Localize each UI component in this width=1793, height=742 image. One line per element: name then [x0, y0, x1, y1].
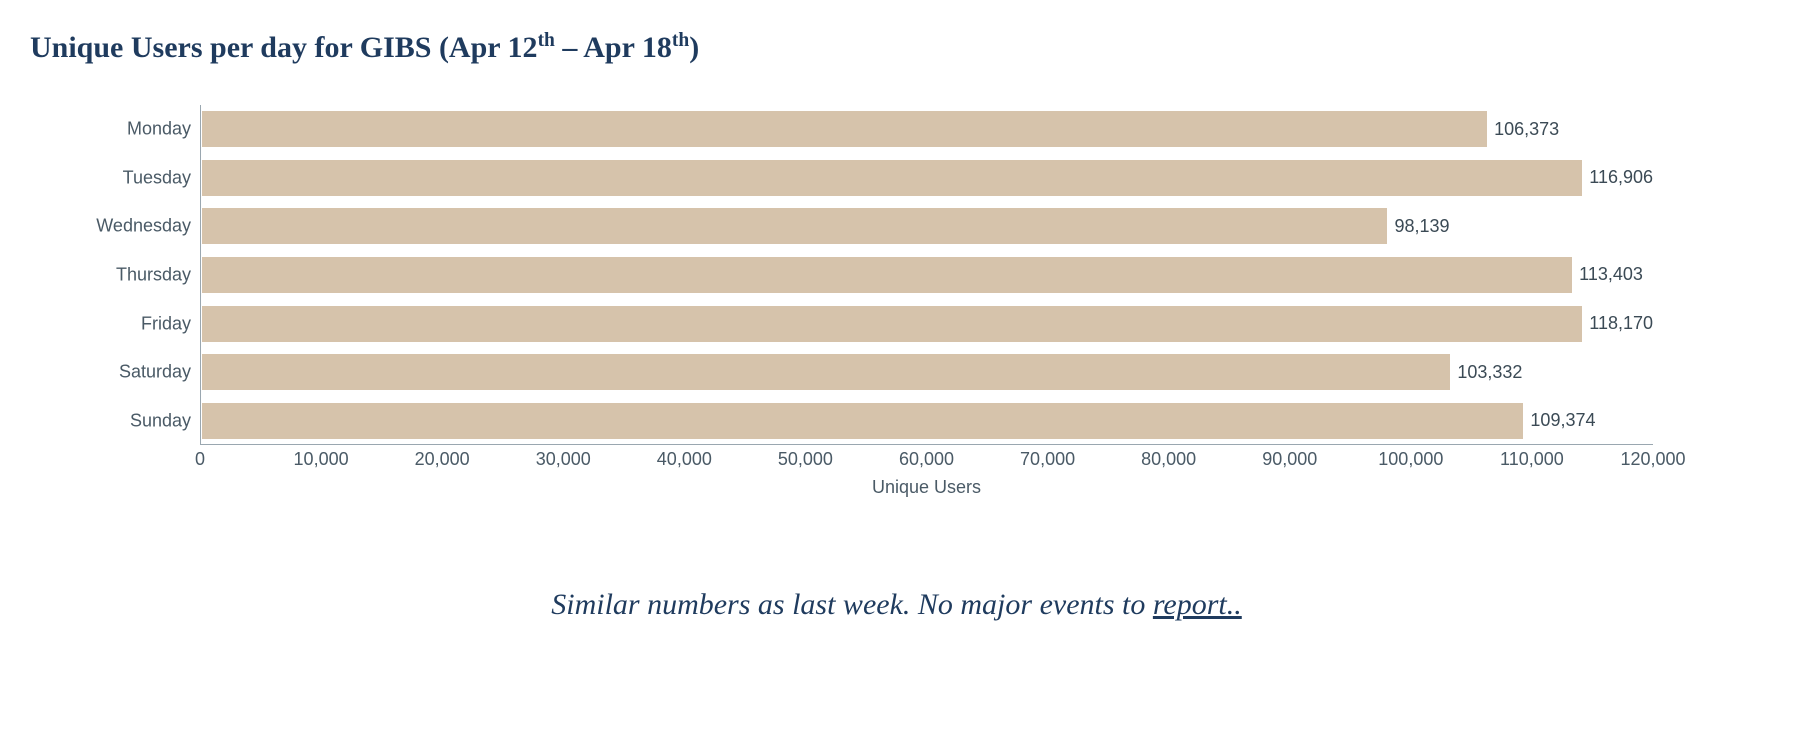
- bar-value-label: 118,170: [1589, 313, 1653, 334]
- x-axis-tick: 30,000: [536, 449, 591, 470]
- y-axis-label: Thursday: [116, 264, 201, 285]
- x-axis-tick: 10,000: [294, 449, 349, 470]
- page-title: Unique Users per day for GIBS (Apr 12th …: [30, 30, 1763, 65]
- caption: Similar numbers as last week. No major e…: [30, 588, 1763, 622]
- caption-text: Similar numbers as last week. No major e…: [551, 588, 1153, 621]
- x-axis-tick: 60,000: [899, 449, 954, 470]
- x-axis-tick: 50,000: [778, 449, 833, 470]
- bar: [201, 305, 1583, 343]
- bar: [201, 159, 1583, 197]
- chart-inner: Monday106,373Tuesday116,906Wednesday98,1…: [70, 105, 1733, 498]
- chart: Monday106,373Tuesday116,906Wednesday98,1…: [70, 105, 1733, 498]
- y-axis-label: Sunday: [130, 410, 201, 431]
- bar: [201, 353, 1451, 391]
- bar-value-label: 98,139: [1394, 216, 1449, 237]
- bar: [201, 402, 1524, 440]
- bar: [201, 110, 1488, 148]
- bar-row: Friday118,170: [201, 305, 1653, 343]
- bar-value-label: 109,374: [1530, 410, 1595, 431]
- x-axis-tick: 110,000: [1500, 449, 1564, 470]
- x-axis-tick: 0: [195, 449, 205, 470]
- bar-row: Monday106,373: [201, 110, 1653, 148]
- caption-underlined: report..: [1153, 588, 1242, 621]
- x-axis-tick: 40,000: [657, 449, 712, 470]
- bar-value-label: 106,373: [1494, 119, 1559, 140]
- x-axis-tick: 80,000: [1141, 449, 1196, 470]
- bar-row: Saturday103,332: [201, 353, 1653, 391]
- y-axis-label: Saturday: [119, 362, 201, 383]
- x-axis-tick: 120,000: [1620, 449, 1685, 470]
- bar-row: Sunday109,374: [201, 402, 1653, 440]
- page: Unique Users per day for GIBS (Apr 12th …: [0, 0, 1793, 742]
- x-axis-tick: 20,000: [415, 449, 470, 470]
- x-axis-tick: 100,000: [1378, 449, 1443, 470]
- bar-row: Tuesday116,906: [201, 159, 1653, 197]
- bar-row: Thursday113,403: [201, 256, 1653, 294]
- y-axis-label: Tuesday: [123, 167, 201, 188]
- y-axis-label: Wednesday: [96, 216, 201, 237]
- bar: [201, 256, 1573, 294]
- bar-value-label: 116,906: [1589, 167, 1653, 188]
- bar-value-label: 103,332: [1457, 362, 1522, 383]
- y-axis-label: Monday: [127, 119, 201, 140]
- bar-value-label: 113,403: [1579, 264, 1643, 285]
- x-axis-tick: 70,000: [1020, 449, 1075, 470]
- x-axis-tick: 90,000: [1262, 449, 1317, 470]
- title-sup-1: th: [538, 30, 555, 51]
- title-sup-2: th: [672, 30, 689, 51]
- title-mid: – Apr 18: [555, 31, 672, 64]
- y-axis-label: Friday: [141, 313, 201, 334]
- bar-row: Wednesday98,139: [201, 207, 1653, 245]
- title-prefix: Unique Users per day for GIBS (Apr 12: [30, 31, 538, 64]
- plot-area: Monday106,373 Tuesday116,906 Wednesday98,1…: [200, 105, 1653, 445]
- x-axis-ticks: 010,00020,00030,00040,00050,00060,00070,…: [200, 445, 1653, 469]
- bar: [201, 207, 1388, 245]
- title-suffix: ): [689, 31, 699, 64]
- x-axis-label: Unique Users: [200, 477, 1653, 498]
